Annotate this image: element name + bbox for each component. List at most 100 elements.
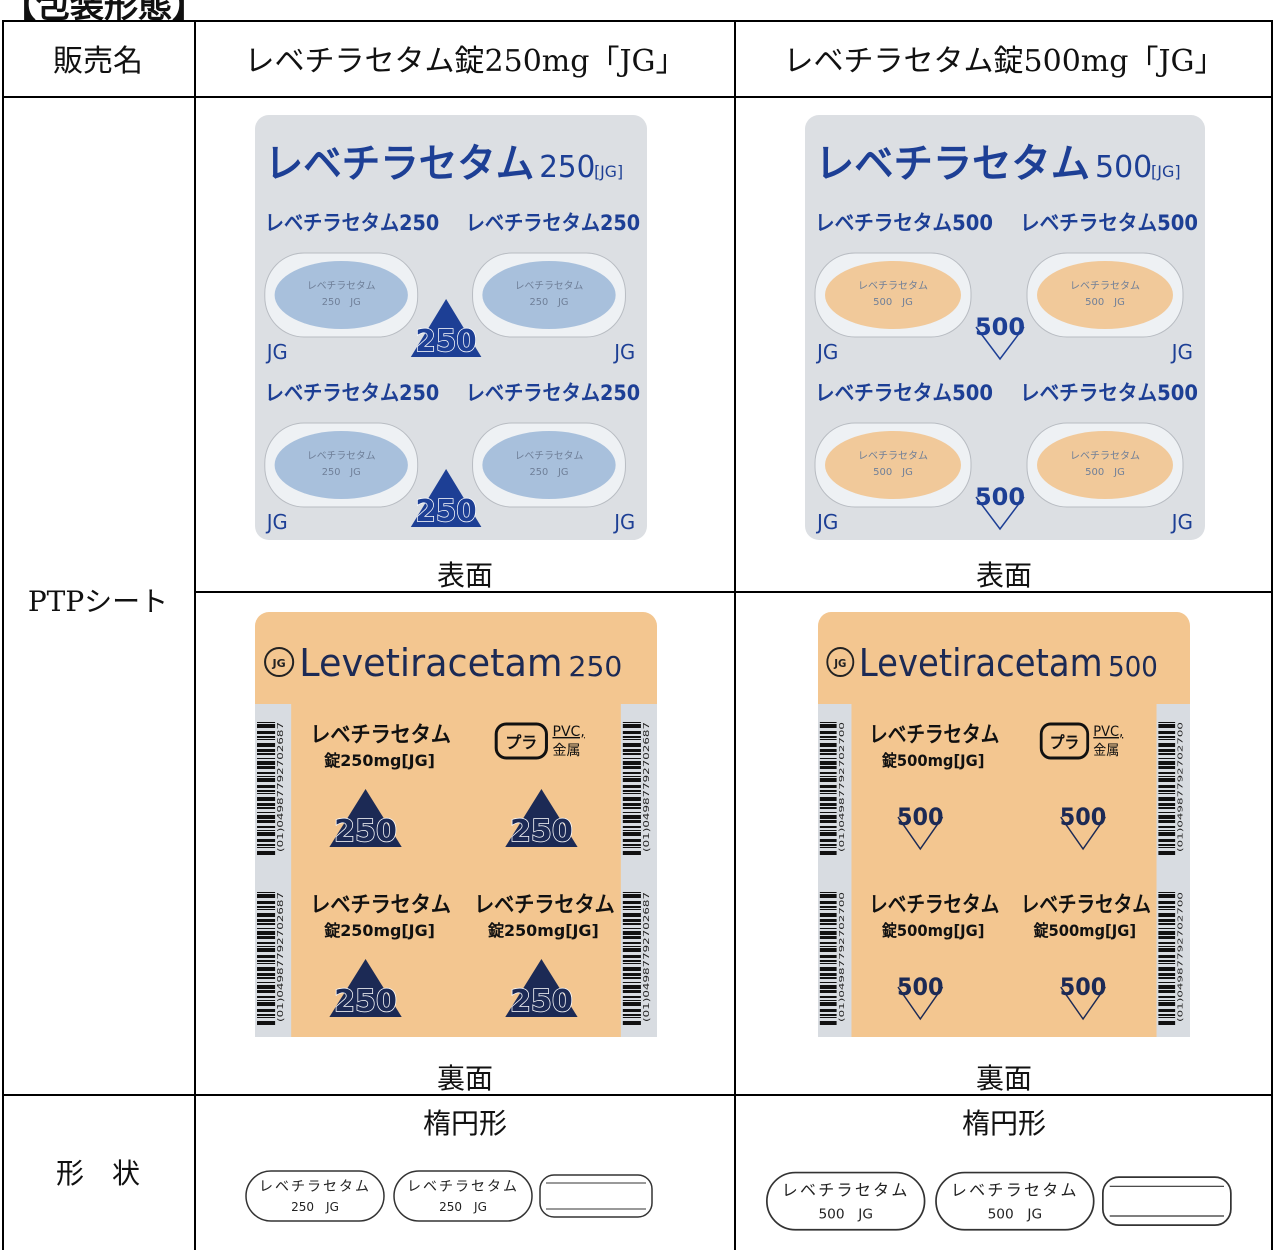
marker-triangle [329,959,402,1017]
barcode-bar [622,797,641,801]
row-label: PTPシート [27,585,169,618]
marker-triangle [410,299,482,357]
brand: Levetiracetam [299,641,562,685]
barcode-bar [622,844,641,846]
barcode-bar [257,1000,276,1001]
barcode-bar [819,1000,837,1001]
brand: Levetiracetam [859,641,1103,686]
label-dose: 錠500mg[JG] [881,750,984,770]
barcode-bar [1158,826,1176,828]
barcode-bar [819,919,837,922]
imprint: 250 JG [322,467,361,478]
tablet-outline [935,1171,1095,1231]
barcode-bar [1158,812,1176,813]
marker-text: 250 [415,494,476,529]
imprint: 500 JG [873,467,913,478]
barcode-bar [257,785,276,788]
barcode-bar [819,826,837,828]
barcode-bar [819,820,837,823]
barcode-bar [622,778,641,782]
sheet [255,612,657,1037]
barcode-bar [1158,1009,1176,1012]
label-name: レベチラセタム [474,893,615,918]
tablet [274,431,408,499]
logo [826,647,855,677]
barcode-bar [819,766,837,769]
barcode-bar [622,758,641,759]
barcode-bar [257,1021,276,1025]
barcode-bar [257,832,276,836]
barcode-bar [622,909,641,910]
row-label: レベチラセタム500 [815,211,993,235]
recycle-text: PVC, [1093,724,1123,741]
tablet [825,431,961,499]
barcode-bar [257,909,276,910]
barcode-bar [257,942,276,944]
barcode-bar [819,931,837,935]
barcode-number: (01)04987792702700 [837,892,846,1022]
barcode-bar [622,1017,641,1018]
imprint: レベチラセタム [515,280,584,292]
row-label: レベチラセタム500 [1020,211,1198,235]
shape-name: 楕円形 [961,1107,1047,1140]
marker-text: 250 [334,814,397,849]
barcode-number: (01)04987792702700 [1176,722,1185,852]
barcode-bar [622,948,641,952]
barcode-bar [819,722,837,723]
heading: 【包装形態】 [2,0,206,26]
barcode-bar [622,1000,641,1001]
barcode-bar [257,812,276,813]
barcode-bar [622,807,641,809]
barcode-bar [257,977,276,979]
barcode-bar [819,736,837,738]
recycle-text: 金属 [1093,743,1119,760]
barcode-bar [819,772,837,774]
barcode-bar [819,812,837,813]
tablet [1037,261,1173,329]
barcode-bar [257,946,276,947]
foil-strip [255,704,292,1037]
jg: JG [612,511,635,534]
barcode-bar [1158,793,1176,794]
barcode-bar [819,1021,837,1025]
tablet-line: レベチラセタム [407,1179,519,1195]
sheet-title: レベチラセタム [265,141,535,187]
barcode-bar [622,1002,641,1006]
barcode-bar [257,753,276,755]
shape-name: 楕円形 [422,1107,508,1140]
barcode-bar [622,761,641,765]
barcode-bar [1158,766,1176,769]
barcode-bar [622,990,641,993]
barcode-bar [257,790,276,792]
column-line [194,20,196,1250]
barcode-bar [622,749,641,752]
sheet [818,612,1190,1037]
barcode-bar [257,931,276,935]
barcode-bar [622,793,641,794]
barcode-bar [819,778,837,782]
barcode-bar [819,960,837,962]
barcode-bar [819,797,837,801]
barcode-bar [819,839,837,842]
barcode-bar [1158,731,1176,734]
barcode-bar [1158,967,1176,971]
tablet [482,261,616,329]
recycle-text: PVC, [552,724,584,740]
barcode-bar [819,942,837,944]
marker-triangle [329,789,402,847]
marker-text: 250 [334,984,397,1019]
barcode-bar [1158,736,1176,738]
barcode-bar [819,1014,837,1016]
barcode-bar [257,1009,276,1012]
barcode-bar [819,724,837,728]
barcode-bar [1158,894,1176,898]
label-dose: 錠250mg[JG] [487,921,599,940]
barcode-bar [819,963,837,964]
imprint: レベチラセタム [307,450,376,462]
table-border [1271,20,1273,1250]
barcode-bar [622,812,641,813]
barcode-bar [257,743,276,747]
barcode-bar [622,977,641,979]
sheet-strength: 250 [539,150,595,185]
barcode-bar [257,913,276,917]
